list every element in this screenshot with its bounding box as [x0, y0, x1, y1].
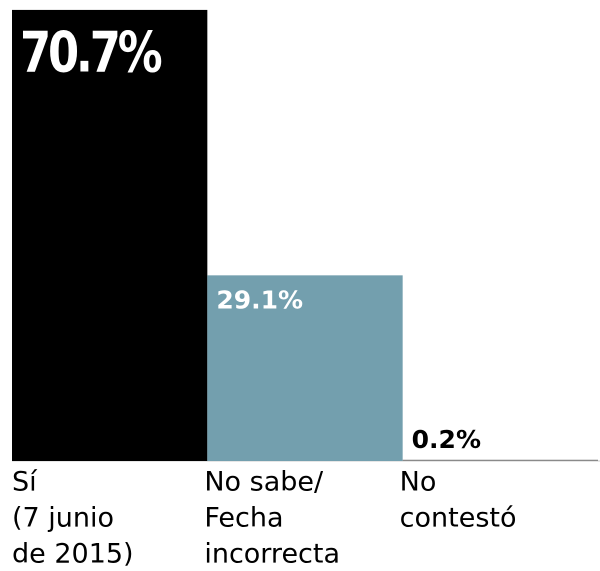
x-tick-label: No: [400, 467, 437, 498]
x-tick-label: Fecha: [204, 503, 283, 534]
value-label: 0.2%: [412, 425, 481, 454]
bar: [207, 275, 403, 461]
bar: [12, 9, 208, 461]
x-tick-label: contestó: [400, 503, 517, 534]
x-tick-label: (7 junio: [12, 503, 114, 534]
x-tick-label: de 2015): [12, 539, 134, 570]
x-tick-label: incorrecta: [204, 539, 340, 570]
value-label: 29.1%: [216, 285, 303, 314]
x-tick-label: No sabe/: [204, 467, 324, 498]
bar: [402, 459, 598, 461]
value-label: 70.7%: [20, 19, 162, 84]
x-tick-label: Sí: [12, 467, 38, 498]
